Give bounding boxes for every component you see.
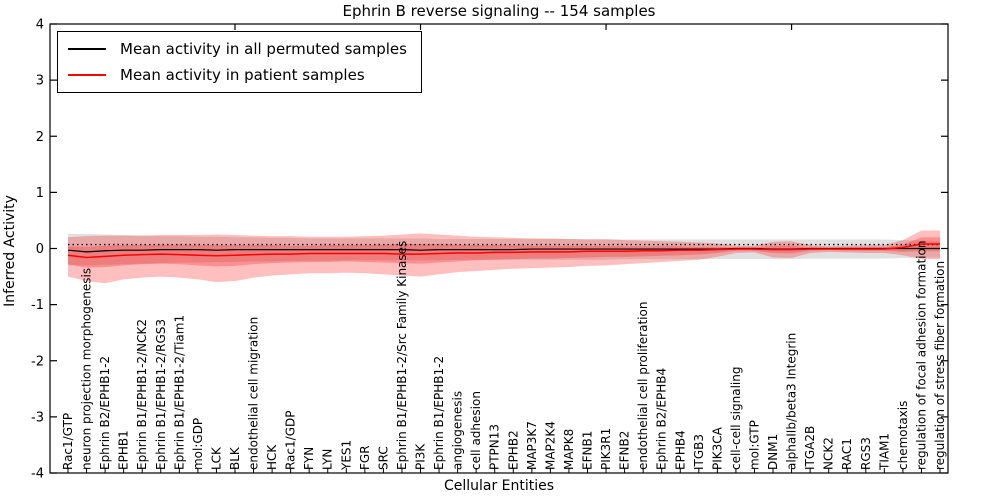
x-tick-label: BLK [228, 446, 242, 470]
x-tick-label: PTPN13 [488, 424, 502, 470]
x-tick-label: MAP2K4 [543, 421, 557, 470]
x-tick-label: ITGB3 [692, 434, 706, 470]
x-tick-label: MAP3K7 [525, 421, 539, 470]
x-tick-label: endothelial cell proliferation [636, 302, 650, 470]
patient-line-swatch [68, 74, 106, 76]
x-tick-label: Ephrin B1/EPHB1-2 [432, 356, 446, 470]
y-axis-label: Inferred Activity [2, 195, 18, 307]
x-tick-label: PIK3CA [710, 426, 724, 470]
x-tick-label: mol:GDP [191, 418, 205, 470]
x-tick-label: endothelial cell migration [247, 317, 261, 470]
x-tick-label: EPHB4 [673, 430, 687, 470]
x-tick-label: Rac1/GDP [284, 411, 298, 470]
x-tick-label: alphaIIb/beta3 Integrin [785, 333, 799, 470]
x-tick-label: EPHB1 [117, 430, 131, 470]
y-tick-label: 1 [36, 186, 44, 201]
y-tick-label: -1 [31, 298, 44, 313]
x-tick-label: EPHB2 [506, 430, 520, 470]
x-tick-label: Ephrin B1/EPHB1-2/RGS3 [154, 319, 168, 470]
x-tick-label: Ephrin B2/EPHB1-2 [98, 356, 112, 470]
x-tick-label: RAC1 [840, 438, 854, 470]
x-tick-label: LCK [209, 446, 223, 470]
legend-item-patient: Mean activity in patient samples [68, 66, 407, 84]
legend-label-patient: Mean activity in patient samples [120, 66, 365, 84]
x-tick-label: SRC [376, 446, 390, 470]
legend: Mean activity in all permuted samples Me… [57, 31, 422, 93]
permuted-line-swatch [68, 48, 106, 50]
x-tick-label: Ephrin B2/EPHB4 [655, 368, 669, 470]
chart-title: Ephrin B reverse signaling -- 154 sample… [342, 2, 656, 20]
x-tick-label: EFNB2 [618, 431, 632, 470]
y-tick-label: -3 [31, 410, 44, 425]
x-tick-label: cell-cell signaling [729, 367, 743, 471]
x-tick-label: chemotaxis [896, 401, 910, 470]
x-tick-label: FGR [358, 445, 372, 470]
x-tick-label: PIK3R1 [599, 428, 613, 470]
x-tick-label: mol:GTP [747, 420, 761, 470]
x-tick-label: PI3K [414, 443, 428, 470]
x-axis-label: Cellular Entities [443, 478, 555, 494]
legend-label-permuted: Mean activity in all permuted samples [120, 40, 407, 58]
x-tick-label: cell adhesion [469, 391, 483, 470]
x-tick-label: Rac1/GTP [61, 413, 75, 470]
x-tick-label: EFNB1 [580, 431, 594, 470]
x-tick-label: neuron projection morphogenesis [80, 268, 94, 470]
y-tick-label: -2 [31, 354, 44, 369]
x-tick-label: Ephrin B1/EPHB1-2/Src Family Kinases [395, 241, 409, 470]
x-tick-label: TIAM1 [877, 433, 891, 471]
y-tick-label: 3 [36, 74, 44, 89]
x-tick-label: regulation of stress fiber formation [933, 261, 947, 470]
x-tick-label: angiogenesis [451, 391, 465, 470]
x-tick-label: YES1 [339, 440, 353, 471]
patient-mean-line [67, 243, 940, 259]
x-tick-label: NCK2 [822, 437, 836, 470]
y-tick-label: 0 [36, 242, 44, 257]
patient-std-outer-band [68, 230, 940, 284]
x-tick-label: RGS3 [859, 437, 873, 470]
x-tick-label: DNM1 [766, 434, 780, 470]
y-tick-label: -4 [31, 467, 44, 482]
x-tick-label: MAPK8 [562, 429, 576, 470]
legend-item-permuted: Mean activity in all permuted samples [68, 40, 407, 58]
x-tick-label: Ephrin B1/EPHB1-2/Tiam1 [172, 315, 186, 470]
y-tick-label: 2 [36, 130, 44, 145]
x-tick-label: FYN [302, 447, 316, 470]
x-tick-label: HCK [265, 444, 279, 470]
x-tick-label: regulation of focal adhesion formation [914, 241, 928, 470]
y-tick-label: 4 [36, 18, 44, 33]
x-tick-label: LYN [321, 449, 335, 470]
x-tick-label: Ephrin B1/EPHB1-2/NCK2 [135, 319, 149, 470]
x-tick-label: ITGA2B [803, 426, 817, 470]
